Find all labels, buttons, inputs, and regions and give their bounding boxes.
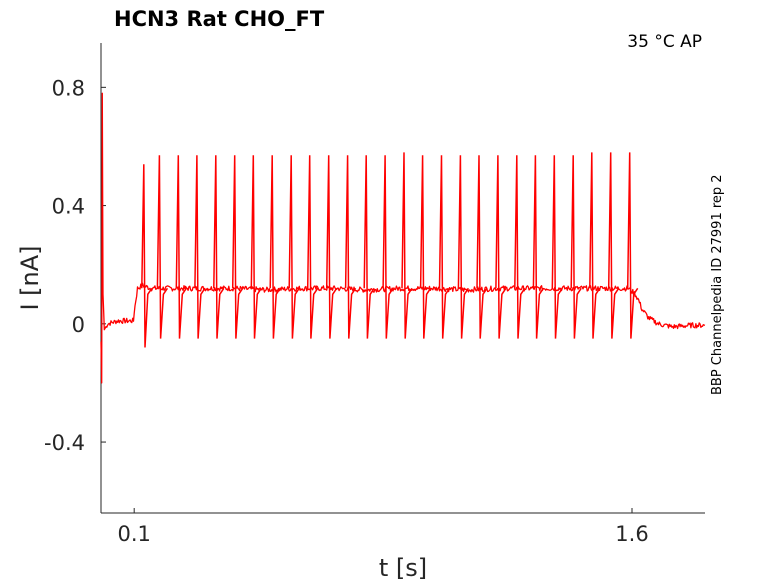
spike (382, 155, 394, 339)
y-tick-label: -0.4 (44, 431, 85, 455)
spike (213, 155, 225, 339)
spike (589, 152, 601, 339)
axes (100, 43, 705, 514)
spike (175, 155, 187, 339)
y-tick-label: 0.8 (52, 76, 85, 100)
spike (532, 155, 545, 339)
y-tick-label: 0.4 (52, 195, 85, 219)
spike (141, 164, 153, 348)
spike (156, 155, 169, 339)
current-trace (100, 92, 706, 384)
conditions-label: 35 °C AP (627, 32, 702, 52)
spike (269, 155, 281, 339)
spike (626, 152, 639, 339)
x-ticks: 0.1 1.6 (117, 508, 649, 546)
spike (344, 155, 357, 339)
spike (231, 155, 244, 339)
spike (476, 155, 488, 339)
spike (514, 155, 526, 339)
spike (401, 152, 413, 339)
spike (438, 155, 451, 339)
spike (607, 152, 620, 339)
y-tick-label: 0 (72, 313, 85, 337)
spike (194, 155, 206, 339)
x-tick-label: 0.1 (117, 522, 150, 546)
chart-title: HCN3 Rat CHO_FT (114, 7, 325, 31)
x-axis-label: t [s] (379, 554, 427, 582)
spike (551, 155, 563, 339)
spike (457, 155, 470, 339)
spike (325, 155, 338, 339)
y-axis-label: I [nA] (16, 245, 44, 310)
channelpedia-id-label: BBP Channelpedia ID 27991 rep 2 (710, 174, 725, 395)
spike (288, 155, 300, 339)
plot-area (100, 92, 706, 384)
spike (306, 155, 319, 339)
spike (363, 155, 375, 339)
y-ticks: 0.8 0.4 0 -0.4 (44, 76, 106, 455)
spike (495, 155, 507, 339)
spike (250, 155, 262, 339)
spike (570, 155, 582, 339)
spike (419, 155, 432, 339)
x-tick-label: 1.6 (615, 522, 648, 546)
